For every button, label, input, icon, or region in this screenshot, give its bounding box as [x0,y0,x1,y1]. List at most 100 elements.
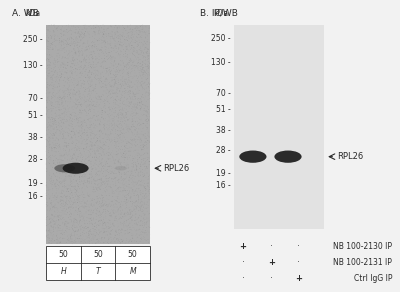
Point [116,42,123,47]
Point [67,80,73,85]
Point [68,192,74,196]
Point [105,81,112,86]
Point [98,95,104,100]
Point [137,82,143,87]
Point [118,126,124,130]
Point [107,54,113,58]
Point [107,232,113,237]
Point [56,100,62,105]
Point [145,57,152,62]
Point [102,166,108,171]
Point [135,76,142,80]
Point [46,168,52,173]
Point [120,115,126,120]
Point [140,227,146,232]
Point [60,153,67,158]
Point [53,125,60,130]
Point [104,156,111,160]
Point [145,70,151,75]
Point [119,239,126,244]
Point [65,42,71,47]
Point [133,26,139,31]
Point [60,207,66,211]
Point [85,208,91,213]
Point [95,233,102,238]
Point [77,125,83,129]
Point [54,91,60,96]
Point [96,110,103,115]
Point [116,139,122,144]
Point [70,233,76,238]
Point [54,105,60,109]
Point [67,156,73,161]
Point [88,123,94,127]
Point [95,136,102,141]
Point [120,131,126,135]
Point [52,152,58,156]
Point [112,48,118,53]
Point [54,175,60,180]
Point [112,77,118,81]
Point [72,56,78,61]
Point [113,237,120,242]
Point [94,39,101,44]
Point [111,167,118,172]
Point [110,116,116,121]
Point [134,105,140,110]
Point [105,204,111,209]
Point [70,53,76,58]
Point [101,40,107,44]
Point [114,237,120,241]
Point [71,199,78,203]
Point [142,69,148,74]
Point [46,143,52,147]
Point [138,160,144,164]
Point [51,215,57,219]
Point [71,132,78,136]
Point [75,195,82,200]
Point [108,58,114,63]
Point [71,80,78,85]
Point [63,108,69,112]
Point [144,183,150,188]
Point [105,144,111,149]
Point [83,58,89,62]
Point [110,46,117,51]
Point [123,203,130,207]
Point [133,163,139,168]
Point [98,238,105,242]
Point [57,199,63,203]
Point [109,123,116,127]
Point [135,228,141,233]
Point [53,149,59,154]
Point [52,68,59,73]
Point [85,30,91,34]
Point [136,162,142,166]
Point [52,140,59,145]
Point [130,162,137,167]
Point [78,227,84,231]
Point [48,174,55,179]
Point [110,119,116,124]
Point [71,119,78,124]
Point [134,172,141,177]
Point [52,47,58,52]
Point [130,63,136,67]
Point [101,202,107,207]
Point [72,69,79,74]
Point [59,46,66,51]
Point [66,168,72,173]
Point [62,63,68,68]
Point [92,142,98,147]
Point [95,186,101,190]
Point [86,150,92,154]
Point [103,179,110,184]
Point [76,197,82,201]
Point [62,91,69,96]
Point [128,145,134,150]
Point [121,40,127,45]
Point [135,195,142,199]
Point [108,61,115,66]
Point [122,81,128,86]
Point [76,34,82,38]
